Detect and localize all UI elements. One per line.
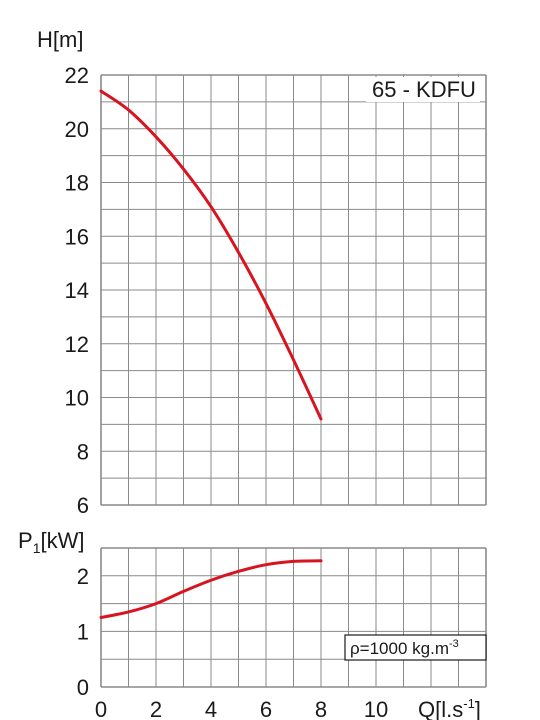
power-y-tick-labels: 0 1 2 — [77, 564, 89, 700]
model-label: 65 - KDFU — [372, 77, 476, 102]
head-y-tick: 20 — [65, 117, 89, 142]
head-y-tick: 18 — [65, 171, 89, 196]
head-curve-line — [99, 89, 323, 421]
model-label-box — [366, 77, 480, 102]
power-axis-label: P1[kW] — [18, 528, 84, 556]
power-axis-label-symbol: P — [18, 528, 33, 553]
density-label-superscript: -3 — [449, 638, 459, 650]
flow-x-tick: 0 — [95, 697, 107, 720]
head-axis-label: H[m] — [37, 27, 83, 52]
density-label-main: ρ=1000 kg.m — [350, 639, 449, 658]
power-curve-line — [99, 559, 323, 619]
power-y-tick: 0 — [77, 675, 89, 700]
flow-axis-label-close: ] — [475, 697, 481, 720]
flow-axis-label-superscript: -1 — [463, 696, 475, 711]
power-axis-label-unit: [kW] — [40, 528, 84, 553]
flow-x-tick: 6 — [260, 697, 272, 720]
power-chart-grid — [100, 547, 487, 688]
flow-x-tick: 8 — [315, 697, 327, 720]
flow-x-tick: 4 — [205, 697, 217, 720]
flow-axis-label-main: Q[l.s — [418, 697, 463, 720]
head-y-tick: 6 — [77, 493, 89, 518]
power-y-tick: 1 — [77, 619, 89, 644]
power-y-tick: 2 — [77, 564, 89, 589]
flow-axis-label: Q[l.s-1] — [418, 696, 481, 720]
flow-x-tick: 10 — [364, 697, 388, 720]
flow-x-tick: 2 — [150, 697, 162, 720]
head-y-tick: 16 — [65, 224, 89, 249]
head-y-tick: 12 — [65, 332, 89, 357]
head-y-tick: 10 — [65, 386, 89, 411]
density-label-box — [344, 634, 487, 661]
head-y-tick: 14 — [65, 278, 89, 303]
head-chart-grid — [100, 74, 487, 506]
density-label: ρ=1000 kg.m-3 — [350, 638, 459, 658]
power-axis-label-subscript: 1 — [33, 540, 41, 556]
head-y-tick: 8 — [77, 439, 89, 464]
flow-x-tick-labels: 0 2 4 6 8 10 — [95, 697, 388, 720]
head-y-tick: 22 — [65, 63, 89, 88]
head-y-tick-labels: 6 8 10 12 14 16 18 20 22 — [65, 63, 89, 518]
